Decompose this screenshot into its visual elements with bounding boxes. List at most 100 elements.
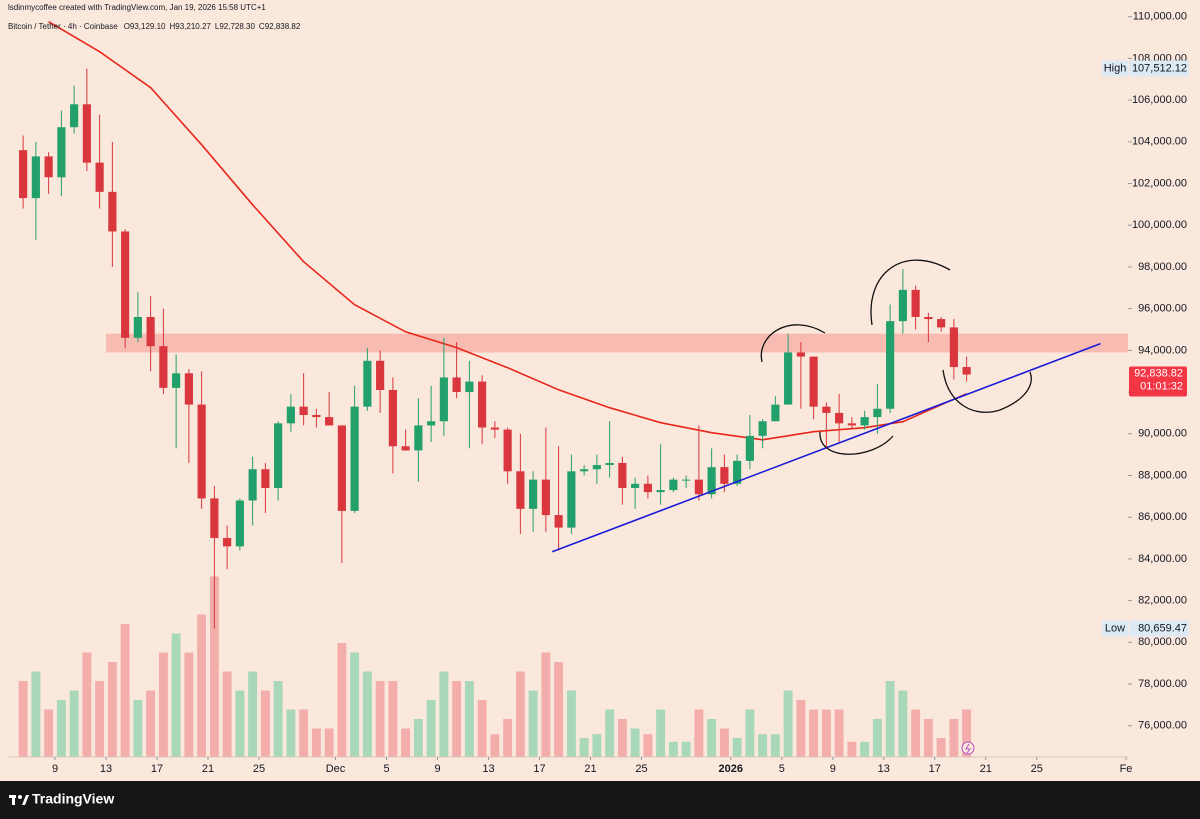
candle-body xyxy=(133,316,142,338)
volume-bar xyxy=(18,681,28,757)
x-tick-label: 25 xyxy=(1031,763,1043,775)
candle-body xyxy=(822,406,831,413)
volume-bar xyxy=(69,690,79,757)
candle-body xyxy=(796,352,805,357)
x-tick-label: 9 xyxy=(52,763,58,775)
y-tick-label: 84,000.00 xyxy=(1138,553,1187,565)
volume-bar xyxy=(770,734,780,757)
candle-body xyxy=(414,425,423,451)
volume-bar xyxy=(388,681,398,757)
volume-bar xyxy=(898,690,908,757)
volume-bar xyxy=(401,728,411,757)
candle-body xyxy=(580,469,589,472)
volume-bar xyxy=(209,576,219,757)
ohlc-value: O93,129.10 xyxy=(124,22,166,31)
volume-bar xyxy=(146,690,156,757)
low-value-box xyxy=(1129,620,1189,637)
candle-body xyxy=(554,515,563,528)
candle-body xyxy=(937,319,946,328)
candle-body xyxy=(261,469,270,488)
hand-arc xyxy=(870,259,951,326)
volume-bar xyxy=(452,681,462,757)
volume-bar xyxy=(554,662,564,757)
volume-bar xyxy=(796,700,806,757)
volume-bar xyxy=(962,709,972,757)
y-tick-label: 102,000.00 xyxy=(1132,177,1187,189)
candle-body xyxy=(465,381,474,393)
x-tick-label: 17 xyxy=(151,763,163,775)
brand: TradingView xyxy=(32,791,114,807)
x-tick-label: 25 xyxy=(635,763,647,775)
candle-body xyxy=(325,417,334,426)
volume-bar xyxy=(439,671,449,757)
x-tick-label: 17 xyxy=(533,763,545,775)
candle-body xyxy=(809,356,818,407)
volume-bar xyxy=(362,671,372,757)
volume-bar xyxy=(847,741,857,757)
volume-bar xyxy=(286,709,296,757)
ohlc-value: L92,728.30 xyxy=(215,22,256,31)
volume-bar xyxy=(503,719,513,757)
candle-body xyxy=(503,429,512,472)
candle-body xyxy=(82,104,91,163)
volume-bar xyxy=(745,709,755,757)
candle-body xyxy=(682,479,691,481)
volume-bar xyxy=(95,681,105,757)
volume-bar xyxy=(821,709,831,757)
volume-bar xyxy=(681,741,691,757)
volume-bar xyxy=(490,734,500,757)
volume-bar xyxy=(694,709,704,757)
volume-bar xyxy=(872,719,882,757)
x-tick-label: Fe xyxy=(1120,763,1133,775)
volume-bar xyxy=(592,734,602,757)
volume-bar xyxy=(936,738,946,757)
candle-body xyxy=(541,479,550,516)
x-tick-label: 21 xyxy=(584,763,596,775)
logo-part xyxy=(12,795,15,805)
high-value: 107,512.12 xyxy=(1132,62,1187,74)
x-tick-label: 9 xyxy=(830,763,836,775)
candle-body xyxy=(592,465,601,470)
x-tick-label: 9 xyxy=(434,763,440,775)
candle-body xyxy=(95,162,104,192)
volume-bar xyxy=(184,652,194,757)
volume-bar xyxy=(171,633,181,757)
volume-bar xyxy=(107,662,117,757)
x-tick-label: 2026 xyxy=(719,763,743,775)
volume-bar xyxy=(31,671,41,757)
countdown: 01:01:32 xyxy=(1140,380,1183,392)
volume-bar xyxy=(834,709,844,757)
volume-bar xyxy=(248,671,258,757)
axes: 76,000.00 78,000.00 80,000.00 82,000.00 84,0… xyxy=(8,11,1189,775)
candle-body xyxy=(146,316,155,347)
candle-body xyxy=(694,479,703,495)
candle-body xyxy=(605,462,614,466)
candle-body xyxy=(299,406,308,415)
candle-body xyxy=(31,156,40,199)
x-tick-label: 25 xyxy=(253,763,265,775)
candle-body xyxy=(108,191,117,232)
candle-body xyxy=(707,467,716,495)
x-tick-label: Dec xyxy=(326,763,346,775)
low-label-box xyxy=(1102,620,1128,637)
volume-bar xyxy=(515,671,525,757)
event-icon-bolt xyxy=(965,743,971,754)
credit: lsdinmycoffee created with TradingView.c… xyxy=(8,3,266,12)
candle-body xyxy=(401,446,410,451)
y-tick-label: 94,000.00 xyxy=(1138,344,1187,356)
logo: TradingView xyxy=(9,791,114,807)
volume-bar xyxy=(133,700,143,757)
last-price: 92,838.82 xyxy=(1134,367,1183,379)
candle-body xyxy=(388,389,397,447)
ohlc-value: H93,210.27 xyxy=(170,22,212,31)
volume-bar xyxy=(783,690,793,757)
candle-body xyxy=(516,471,525,509)
event-icon[interactable] xyxy=(961,741,975,755)
candle-body xyxy=(618,462,627,488)
y-tick-label: 96,000.00 xyxy=(1138,303,1187,315)
volume-bar xyxy=(758,734,768,757)
hand-arc xyxy=(942,369,1032,413)
volume-bar xyxy=(56,700,66,757)
candle-body xyxy=(847,423,856,426)
candle-body xyxy=(669,479,678,491)
